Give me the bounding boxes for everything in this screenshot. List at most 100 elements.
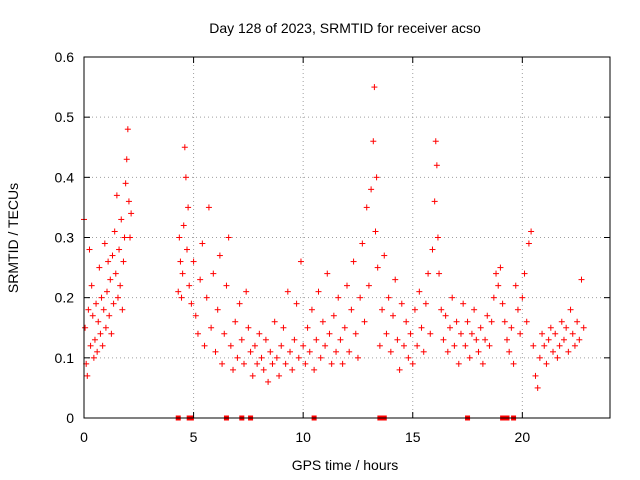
data-point [556,342,563,349]
data-point [550,348,557,355]
data-point [499,300,506,307]
data-point [350,258,357,265]
data-point [519,294,526,301]
data-point [514,306,521,313]
x-axis-label: GPS time / hours [292,457,399,473]
data-point [106,312,113,319]
data-point [108,330,115,337]
data-point [302,360,309,367]
data-point [371,84,378,91]
data-point [473,336,480,343]
data-point [422,300,429,307]
data-point [178,294,185,301]
data-point [578,276,585,283]
data-point [324,270,331,277]
data-point [289,366,296,373]
data-point [545,336,552,343]
data-point [112,270,119,277]
data-point [104,288,111,295]
data-point [124,126,131,133]
data-point [479,360,486,367]
data-point [276,372,283,379]
data-point [295,354,302,361]
data-point [363,204,370,211]
data-point [238,336,245,343]
data-point [101,240,108,247]
chart-points [81,84,587,421]
data-point [335,294,342,301]
data-point [247,348,254,355]
data-point [449,294,456,301]
data-point [333,348,340,355]
data-point [234,354,241,361]
data-point [245,324,252,331]
data-point [457,330,464,337]
data-point [121,234,128,241]
data-point [547,324,554,331]
y-tick-label: 0.2 [55,290,75,306]
data-point [372,228,379,235]
data-point [107,276,114,283]
y-tick-label: 0.6 [55,49,75,65]
data-point [453,318,460,325]
data-point [94,348,101,355]
data-point [89,312,96,319]
data-point [203,294,210,301]
data-point [284,288,291,295]
data-point [471,306,478,313]
data-point [495,282,502,289]
data-point [260,366,267,373]
data-point [552,330,559,337]
data-point [339,360,346,367]
data-point [317,354,324,361]
chart-grid [84,57,610,418]
data-point [425,270,432,277]
data-point [387,348,394,355]
y-tick-label: 0.5 [55,109,75,125]
x-tick-label: 20 [515,429,531,445]
data-point [109,252,116,259]
data-point [394,336,401,343]
data-point [311,366,318,373]
data-point [182,174,189,181]
data-point [420,348,427,355]
data-point [517,330,524,337]
y-axis-label: SRMTID / TECUs [5,183,21,293]
data-point [493,270,500,277]
data-point [414,342,421,349]
data-point [210,270,217,277]
data-point [484,312,491,319]
data-point [194,330,201,337]
data-point [569,330,576,337]
data-point [110,300,117,307]
data-point [466,354,473,361]
data-point [352,330,359,337]
data-point [304,324,311,331]
data-point [225,234,232,241]
data-point [251,342,258,349]
data-point [117,282,124,289]
data-point [344,282,350,289]
data-point [230,366,237,373]
data-point [180,222,187,229]
data-point [186,282,193,289]
data-point [409,360,416,367]
data-point [306,348,313,355]
data-point [486,342,493,349]
data-point [381,252,388,259]
data-point [385,294,392,301]
data-point [127,234,134,241]
data-point [223,282,230,289]
data-point [521,270,528,277]
data-point [185,204,192,211]
data-point [175,288,182,295]
data-point [114,294,121,301]
data-point [176,234,183,241]
data-point [560,336,567,343]
data-point [87,342,94,349]
data-point [85,306,92,313]
data-point [249,372,256,379]
data-point [444,348,451,355]
data-point [337,336,344,343]
data-point [123,156,130,163]
